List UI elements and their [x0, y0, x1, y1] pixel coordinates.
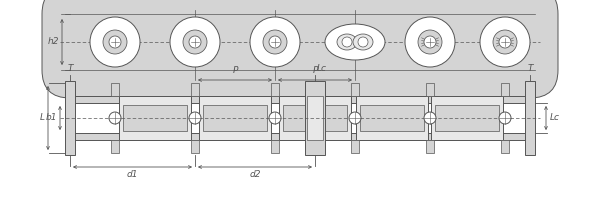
Bar	[426, 140, 434, 153]
Circle shape	[405, 17, 455, 67]
Circle shape	[250, 17, 300, 67]
Circle shape	[480, 17, 530, 67]
Bar	[501, 140, 509, 153]
Bar	[360, 105, 424, 131]
Text: Lc: Lc	[550, 114, 560, 122]
Circle shape	[189, 36, 201, 48]
Text: P: P	[313, 66, 317, 75]
Circle shape	[109, 112, 121, 124]
Bar	[271, 83, 279, 96]
Bar	[203, 105, 267, 131]
Circle shape	[342, 37, 352, 47]
Circle shape	[269, 36, 281, 48]
Ellipse shape	[337, 34, 357, 50]
Bar	[501, 83, 509, 96]
Circle shape	[269, 112, 281, 124]
Bar	[351, 83, 359, 96]
Circle shape	[103, 30, 127, 54]
Bar	[435, 105, 499, 131]
Bar	[191, 140, 199, 153]
Circle shape	[358, 37, 368, 47]
Bar	[70, 96, 530, 103]
Bar	[199, 96, 271, 140]
FancyBboxPatch shape	[42, 0, 558, 98]
Bar	[279, 96, 351, 140]
Bar	[111, 140, 119, 153]
Text: T: T	[67, 64, 73, 73]
Circle shape	[424, 36, 436, 48]
Text: L: L	[40, 114, 45, 122]
Circle shape	[418, 30, 442, 54]
Ellipse shape	[325, 24, 385, 60]
Circle shape	[499, 36, 511, 48]
Text: d1: d1	[127, 170, 138, 179]
Bar	[431, 96, 503, 140]
Text: P: P	[232, 66, 238, 75]
Circle shape	[109, 36, 121, 48]
Text: Lc: Lc	[317, 64, 327, 73]
Text: b1: b1	[46, 114, 57, 122]
Circle shape	[170, 17, 220, 67]
Bar	[119, 96, 191, 140]
Bar	[123, 105, 187, 131]
Text: T: T	[527, 64, 533, 73]
Bar	[351, 140, 359, 153]
Circle shape	[493, 30, 517, 54]
Bar	[191, 83, 199, 96]
Circle shape	[189, 112, 201, 124]
Bar	[356, 96, 428, 140]
Bar	[65, 81, 75, 155]
Bar	[271, 140, 279, 153]
Circle shape	[424, 112, 436, 124]
Bar	[283, 105, 347, 131]
Bar	[525, 81, 535, 155]
Circle shape	[90, 17, 140, 67]
Bar	[305, 81, 325, 155]
Bar	[111, 83, 119, 96]
Text: h2: h2	[47, 38, 59, 46]
Circle shape	[349, 112, 361, 124]
Bar	[426, 83, 434, 96]
Bar	[70, 133, 530, 140]
Ellipse shape	[353, 34, 373, 50]
Circle shape	[183, 30, 207, 54]
Circle shape	[263, 30, 287, 54]
Circle shape	[499, 112, 511, 124]
Bar	[307, 96, 323, 140]
Text: d2: d2	[249, 170, 261, 179]
